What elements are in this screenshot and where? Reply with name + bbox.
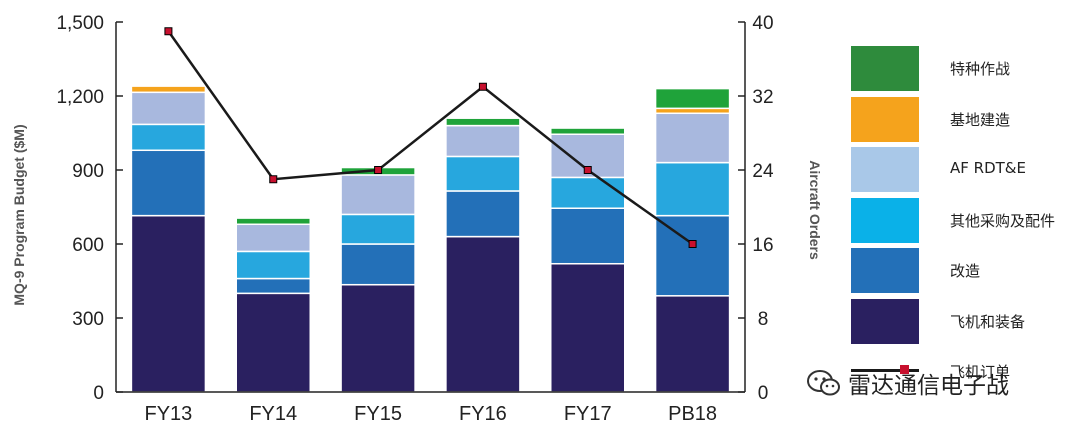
x-tick-label-pb18: PB18 (668, 403, 717, 425)
bar-pb18-series-3 (654, 112, 731, 164)
y2-tick-label: 16 (752, 235, 773, 256)
bar-pb18-series-1 (654, 214, 731, 297)
aircraft-orders-line (167, 30, 694, 246)
legend-swatch (851, 248, 919, 293)
bar-fy15-series-1 (340, 243, 416, 286)
x-tick-label-fy15: FY15 (354, 403, 402, 425)
bar-fy16-series-5 (445, 117, 521, 127)
bar-fy13-series-4 (130, 85, 207, 94)
watermark: 雷达通信电子战 (806, 366, 1009, 400)
aircraft-orders-point-fy15 (374, 166, 383, 174)
legend-item: 飞机和装备 (846, 297, 1078, 348)
bar-pb18-series-2 (654, 161, 731, 217)
legend-item: AF RDT&E (846, 145, 1078, 196)
bar-fy13-series-1 (130, 149, 207, 217)
bar-fy15-series-2 (340, 213, 416, 245)
legend-item: 基地建造 (846, 95, 1078, 146)
y2-tick-label: 40 (752, 13, 773, 34)
x-tick-label-fy14: FY14 (249, 403, 297, 425)
line-layer (164, 27, 697, 248)
legend-swatch (851, 96, 919, 142)
y-tick-label: 0 (93, 383, 104, 404)
legend-line-swatch (851, 369, 919, 372)
bar-fy16-series-1 (445, 190, 521, 238)
legend-label: 飞机和装备 (950, 312, 1026, 331)
bar-fy13-series-3 (130, 91, 207, 126)
legend-label: AF RDT&E (950, 159, 1026, 177)
bar-fy15-series-0 (340, 283, 416, 393)
legend-label: 特种作战 (950, 60, 1011, 78)
watermark-text: 雷达通信电子战 (848, 373, 1009, 399)
bar-fy16-series-2 (445, 155, 521, 192)
bar-pb18-series-0 (654, 295, 731, 393)
legend-swatch (851, 147, 919, 192)
wechat-icon (807, 370, 840, 396)
y-tick-label: 1,500 (56, 13, 104, 34)
aircraft-orders-point-fy17 (583, 166, 592, 174)
bar-fy17-series-2 (550, 176, 626, 209)
bar-fy14-series-5 (235, 217, 311, 226)
bar-fy17-series-1 (550, 207, 626, 265)
x-tick-label-fy17: FY17 (564, 403, 612, 425)
bar-fy17-series-5 (550, 127, 626, 135)
legend-swatch (851, 298, 919, 344)
y-tick-label: 300 (72, 309, 104, 330)
aircraft-orders-point-fy13 (164, 27, 173, 36)
bar-layer (130, 85, 731, 393)
aircraft-orders-point-pb18 (688, 240, 697, 248)
y2-axis-title: Aircraft Orders (807, 160, 823, 260)
legend-label: 其他采购及配件 (950, 211, 1056, 230)
chart: 0 300 600 900 1,200 1,500 0 8 16 24 32 40 FY13 FY14 FY… (11, 13, 823, 425)
bar-pb18-series-5 (654, 87, 731, 110)
legend-item: 改造 (846, 246, 1078, 297)
aircraft-orders-point-fy16 (478, 82, 487, 91)
legend-item: 飞机订单 (846, 347, 1078, 398)
legend-label: 基地建造 (950, 110, 1011, 129)
bar-fy13-series-0 (130, 214, 207, 393)
y-tick-label: 900 (72, 161, 104, 182)
bar-fy14-series-2 (235, 250, 311, 280)
bar-fy16-series-0 (445, 235, 521, 393)
legend-swatch (851, 197, 919, 243)
y-axis-title: MQ-9 Program Budget ($M) (11, 124, 27, 305)
y-tick-label: 1,200 (56, 87, 104, 108)
legend-item: 特种作战 (846, 44, 1078, 95)
legend: 特种作战基地建造 AF RDT&E 其他采购及配件 改造飞机和装备飞机订单 (846, 44, 1078, 398)
bar-fy14-series-3 (235, 223, 311, 253)
bar-fy16-series-3 (445, 124, 521, 158)
y-tick-label: 600 (72, 235, 104, 256)
legend-label: 飞机订单 (950, 363, 1011, 381)
bar-fy14-series-0 (235, 292, 311, 393)
y2-tick-label: 0 (758, 383, 769, 404)
legend-marker (900, 365, 909, 374)
bar-fy13-series-2 (130, 123, 207, 152)
bar-fy17-series-0 (550, 262, 626, 393)
axes-layer: 0 300 600 900 1,200 1,500 0 8 16 24 32 40 FY13 FY14 FY… (56, 13, 774, 425)
bar-fy14-series-1 (235, 277, 311, 295)
legend-item: 其他采购及配件 (846, 196, 1078, 247)
y2-tick-label: 32 (752, 87, 773, 108)
x-tick-label-fy16: FY16 (459, 403, 507, 425)
aircraft-orders-point-fy14 (269, 175, 278, 184)
y2-tick-label: 24 (752, 161, 774, 182)
legend-swatch (851, 46, 919, 91)
y2-tick-label: 8 (758, 309, 769, 330)
bar-fy15-series-3 (340, 174, 416, 216)
x-tick-label-fy13: FY13 (145, 403, 193, 425)
legend-label: 改造 (950, 262, 981, 280)
